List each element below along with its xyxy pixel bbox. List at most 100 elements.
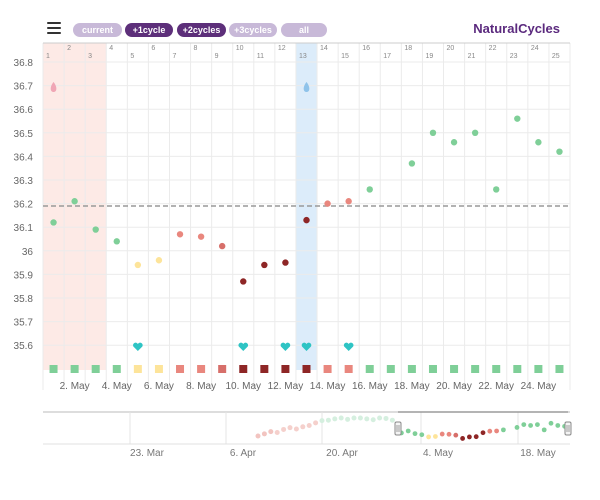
day-status-square[interactable] — [344, 365, 353, 373]
navigator-history-dot — [306, 422, 312, 428]
hamburger-menu-icon[interactable] — [47, 22, 61, 34]
x-date-label: 22. May — [478, 381, 514, 392]
navigator-history-dot — [364, 416, 370, 422]
y-tick-label: 35.9 — [14, 270, 34, 281]
temperature-point[interactable] — [535, 139, 542, 146]
day-status-square[interactable] — [407, 365, 416, 373]
cycle-filter-plus-2cycles[interactable]: +2cycles — [177, 23, 226, 37]
navigator-history-dot — [287, 425, 293, 431]
navigator-date-label: 18. May — [520, 448, 556, 459]
navigator-history-dot — [383, 415, 389, 421]
navigator-history-dot — [274, 430, 280, 436]
day-status-square[interactable] — [555, 365, 564, 373]
x-date-label: 8. May — [186, 381, 216, 392]
cycle-day-label: 4 — [109, 45, 113, 52]
day-status-square[interactable] — [428, 365, 437, 373]
navigator-temperature-dot — [535, 422, 540, 427]
x-date-label: 4. May — [102, 381, 132, 392]
day-status-square[interactable] — [91, 365, 100, 373]
day-status-square[interactable] — [492, 365, 501, 373]
temperature-point[interactable] — [556, 148, 563, 155]
day-status-square[interactable] — [70, 365, 79, 373]
temperature-point[interactable] — [71, 198, 78, 205]
cycle-day-label: 18 — [404, 45, 412, 52]
temperature-point[interactable] — [303, 216, 310, 224]
cycle-filter-plus-3cycles[interactable]: +3cycles — [229, 23, 277, 37]
navigator-temperature-dot — [405, 428, 411, 434]
day-status-square[interactable] — [239, 365, 248, 373]
temperature-point[interactable] — [408, 160, 416, 167]
navigator-history-dot — [357, 415, 363, 421]
cycle-day-label: 9 — [215, 53, 219, 60]
navigator-left-handle[interactable] — [394, 421, 402, 436]
temperature-point[interactable] — [450, 139, 458, 146]
cycle-day-label: 10 — [236, 45, 244, 52]
temperature-point[interactable] — [429, 129, 437, 136]
cycle-filter-current[interactable]: current — [73, 23, 122, 37]
day-status-square[interactable] — [534, 365, 543, 373]
day-status-square[interactable] — [323, 365, 332, 373]
navigator-history-dot — [293, 426, 299, 432]
y-tick-label: 36 — [22, 247, 34, 258]
day-status-square[interactable] — [513, 365, 522, 373]
day-status-square[interactable] — [197, 365, 206, 373]
x-date-label: 14. May — [310, 381, 346, 392]
navigator-temperature-dot — [460, 436, 465, 441]
temperature-point[interactable] — [134, 261, 142, 269]
temperature-point[interactable] — [366, 186, 373, 193]
day-status-square[interactable] — [176, 365, 185, 373]
navigator-history-dot — [377, 415, 383, 421]
day-status-square[interactable] — [365, 365, 374, 373]
navigator-history-dot — [268, 429, 274, 435]
temperature-point[interactable] — [92, 226, 99, 233]
temperature-point[interactable] — [324, 200, 331, 207]
temperature-point[interactable] — [514, 115, 521, 122]
day-status-square[interactable] — [471, 365, 480, 373]
day-status-square[interactable] — [302, 365, 311, 373]
navigator-right-handle[interactable] — [564, 421, 572, 436]
temperature-point[interactable] — [176, 231, 184, 238]
day-status-square[interactable] — [450, 365, 459, 373]
day-status-square[interactable] — [281, 365, 290, 373]
temperature-point[interactable] — [261, 261, 268, 269]
navigator-temperature-dot — [514, 425, 520, 430]
day-status-square[interactable] — [112, 365, 121, 373]
x-date-label: 20. May — [436, 381, 472, 392]
x-date-label: 12. May — [268, 381, 304, 392]
temperature-point[interactable] — [240, 278, 247, 285]
temperature-point[interactable] — [197, 233, 205, 240]
temperature-point[interactable] — [218, 242, 226, 250]
temperature-point[interactable] — [471, 129, 479, 136]
day-status-square[interactable] — [133, 365, 142, 373]
temperature-point[interactable] — [155, 257, 163, 264]
navigator-selection[interactable] — [398, 412, 568, 444]
cycle-day-label: 1 — [46, 53, 50, 60]
day-status-square[interactable] — [386, 365, 395, 373]
navigator-temperature-dot — [453, 432, 459, 438]
day-status-square[interactable] — [218, 365, 227, 373]
day-status-square[interactable] — [260, 365, 269, 373]
temperature-point[interactable] — [282, 259, 289, 266]
temperature-point[interactable] — [345, 198, 352, 205]
navigator-date-label: 20. Apr — [326, 448, 358, 459]
temperature-point[interactable] — [50, 219, 57, 226]
navigator-temperature-dot — [439, 431, 445, 437]
day-status-square[interactable] — [49, 365, 58, 373]
drop-icon — [303, 82, 310, 92]
cycle-day-label: 11 — [257, 53, 264, 60]
y-tick-label: 36.6 — [14, 105, 34, 116]
day-status-square[interactable] — [154, 365, 163, 373]
cycle-day-label: 13 — [299, 53, 307, 60]
y-tick-label: 36.1 — [14, 223, 34, 234]
navigator-date-label: 23. Mar — [130, 448, 165, 459]
y-tick-label: 36.5 — [14, 129, 34, 140]
cycle-day-label: 23 — [510, 53, 518, 60]
cycle-filter-all[interactable]: all — [281, 23, 327, 37]
temperature-point[interactable] — [113, 238, 120, 245]
x-date-label: 18. May — [394, 381, 430, 392]
temperature-point[interactable] — [493, 186, 500, 193]
navigator-history-dot — [345, 416, 351, 422]
navigator-temperature-dot — [555, 423, 561, 428]
cycle-filter-plus-1cycle[interactable]: +1cycle — [125, 23, 173, 37]
